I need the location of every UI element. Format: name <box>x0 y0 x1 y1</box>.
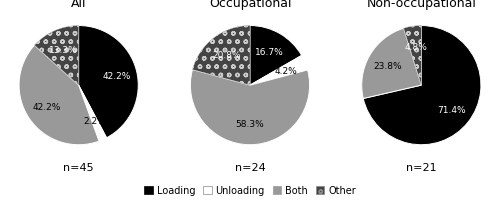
Legend: Loading, Unloading, Both, Other: Loading, Unloading, Both, Other <box>140 182 360 199</box>
Text: 13.3%: 13.3% <box>48 46 78 55</box>
Wedge shape <box>34 26 78 86</box>
Text: 20.8%: 20.8% <box>212 51 241 60</box>
Title: Non-occupational: Non-occupational <box>366 0 476 10</box>
Text: 23.8%: 23.8% <box>374 62 402 71</box>
Wedge shape <box>404 26 421 86</box>
Wedge shape <box>250 26 302 86</box>
Wedge shape <box>78 26 138 138</box>
Text: 42.2%: 42.2% <box>32 103 60 112</box>
Text: n=45: n=45 <box>64 163 94 173</box>
Text: 16.7%: 16.7% <box>255 48 284 57</box>
Text: 71.4%: 71.4% <box>438 105 466 114</box>
Wedge shape <box>19 46 99 145</box>
Wedge shape <box>250 56 308 86</box>
Wedge shape <box>362 29 422 99</box>
Text: 4.8%: 4.8% <box>404 43 427 52</box>
Text: n=21: n=21 <box>406 163 436 173</box>
Text: 42.2%: 42.2% <box>102 72 130 81</box>
Text: 58.3%: 58.3% <box>236 120 264 129</box>
Wedge shape <box>190 70 310 145</box>
Wedge shape <box>192 26 250 86</box>
Title: All: All <box>71 0 86 10</box>
Wedge shape <box>364 26 481 145</box>
Text: 2.2%: 2.2% <box>83 116 106 125</box>
Text: 4.2%: 4.2% <box>274 67 297 75</box>
Text: n=24: n=24 <box>234 163 266 173</box>
Wedge shape <box>78 86 106 141</box>
Title: Occupational: Occupational <box>209 0 291 10</box>
